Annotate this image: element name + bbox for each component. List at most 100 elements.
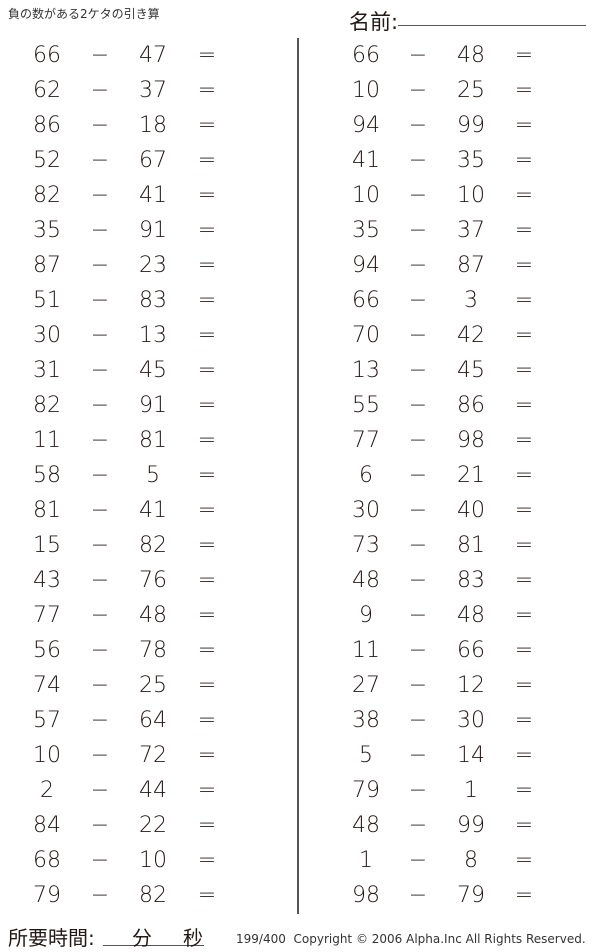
equals-sign: = — [197, 323, 217, 348]
subtrahend: 48 — [139, 603, 167, 628]
subtrahend: 87 — [457, 253, 485, 278]
minuend: 79 — [33, 883, 61, 908]
minus-sign: − — [90, 638, 110, 663]
minus-sign: − — [408, 148, 428, 173]
subtrahend: 3 — [464, 288, 478, 313]
minuend: 66 — [352, 288, 380, 313]
minuend: 66 — [352, 43, 380, 68]
minuend: 43 — [33, 568, 61, 593]
equals-sign: = — [514, 673, 534, 698]
minus-sign: − — [408, 358, 428, 383]
subtrahend: 47 — [139, 43, 167, 68]
name-label: 名前: — [349, 10, 399, 34]
subtrahend: 5 — [146, 463, 160, 488]
minus-sign: − — [408, 743, 428, 768]
equals-sign: = — [514, 638, 534, 663]
minus-sign: − — [408, 673, 428, 698]
minus-sign: − — [408, 288, 428, 313]
equals-sign: = — [514, 43, 534, 68]
minuend: 35 — [352, 218, 380, 243]
equals-sign: = — [197, 358, 217, 383]
minus-sign: − — [408, 463, 428, 488]
subtrahend: 83 — [457, 568, 485, 593]
minuend: 1 — [359, 848, 373, 873]
minuend: 27 — [352, 673, 380, 698]
minus-sign: − — [90, 183, 110, 208]
minus-sign: − — [408, 113, 428, 138]
equals-sign: = — [197, 568, 217, 593]
equals-sign: = — [514, 463, 534, 488]
minus-sign: − — [408, 43, 428, 68]
minus-sign: − — [90, 813, 110, 838]
minuend: 79 — [352, 778, 380, 803]
subtrahend: 18 — [139, 113, 167, 138]
equals-sign: = — [197, 428, 217, 453]
minuend: 38 — [352, 708, 380, 733]
subtrahend: 23 — [139, 253, 167, 278]
minuend: 30 — [352, 498, 380, 523]
equals-sign: = — [197, 498, 217, 523]
minus-sign: − — [90, 743, 110, 768]
equals-sign: = — [197, 43, 217, 68]
minuend: 57 — [33, 708, 61, 733]
minuend: 55 — [352, 393, 380, 418]
subtrahend: 81 — [457, 533, 485, 558]
minuend: 11 — [352, 638, 380, 663]
minus-sign: − — [90, 883, 110, 908]
equals-sign: = — [514, 113, 534, 138]
minus-sign: − — [408, 533, 428, 558]
minuend: 10 — [352, 183, 380, 208]
minus-sign: − — [90, 43, 110, 68]
minuend: 2 — [40, 778, 54, 803]
minuend: 35 — [33, 218, 61, 243]
equals-sign: = — [197, 183, 217, 208]
subtrahend: 37 — [139, 78, 167, 103]
equals-sign: = — [514, 813, 534, 838]
subtrahend: 25 — [457, 78, 485, 103]
minus-sign: − — [90, 498, 110, 523]
minus-sign: − — [90, 323, 110, 348]
subtrahend: 8 — [464, 848, 478, 873]
minus-sign: − — [408, 498, 428, 523]
minus-sign: − — [90, 568, 110, 593]
minus-sign: − — [408, 323, 428, 348]
subtrahend: 91 — [139, 393, 167, 418]
minuend: 98 — [352, 883, 380, 908]
minus-sign: − — [90, 358, 110, 383]
subtrahend: 99 — [457, 813, 485, 838]
subtrahend: 83 — [139, 288, 167, 313]
minuend: 56 — [33, 638, 61, 663]
subtrahend: 35 — [457, 148, 485, 173]
name-input-line[interactable] — [398, 25, 586, 26]
minus-sign: − — [90, 603, 110, 628]
minuend: 82 — [33, 393, 61, 418]
equals-sign: = — [197, 463, 217, 488]
minuend: 82 — [33, 183, 61, 208]
equals-sign: = — [514, 358, 534, 383]
subtrahend: 45 — [457, 358, 485, 383]
subtrahend: 82 — [139, 533, 167, 558]
subtrahend: 48 — [457, 603, 485, 628]
time-label: 所要時間: — [8, 926, 95, 950]
minuend: 73 — [352, 533, 380, 558]
time-input-line[interactable] — [103, 945, 204, 946]
minus-sign: − — [90, 533, 110, 558]
minus-sign: − — [90, 218, 110, 243]
equals-sign: = — [197, 883, 217, 908]
column-divider — [297, 38, 299, 914]
equals-sign: = — [197, 813, 217, 838]
minuend: 13 — [352, 358, 380, 383]
subtrahend: 37 — [457, 218, 485, 243]
equals-sign: = — [197, 743, 217, 768]
minuend: 81 — [33, 498, 61, 523]
page-number: 199/400 — [236, 932, 286, 946]
subtrahend: 72 — [139, 743, 167, 768]
equals-sign: = — [514, 428, 534, 453]
equals-sign: = — [514, 253, 534, 278]
minuend: 58 — [33, 463, 61, 488]
minus-sign: − — [408, 393, 428, 418]
minuend: 68 — [33, 848, 61, 873]
minuend: 31 — [33, 358, 61, 383]
equals-sign: = — [197, 638, 217, 663]
subtrahend: 40 — [457, 498, 485, 523]
